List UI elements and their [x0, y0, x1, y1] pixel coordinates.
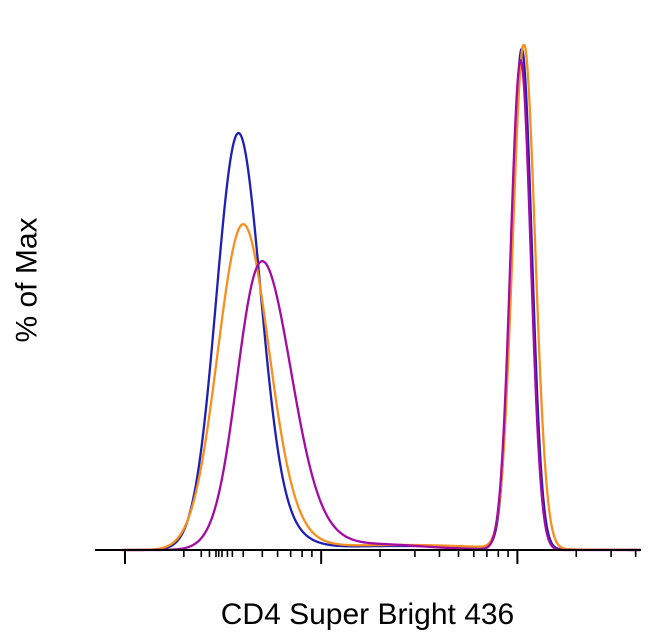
histogram-curves [121, 43, 642, 552]
x-axis-label: CD4 Super Bright 436 [220, 598, 515, 631]
x-axis-ticks [123, 551, 637, 564]
curve-orange-sample [121, 43, 642, 552]
curve-purple-sample [121, 59, 642, 552]
